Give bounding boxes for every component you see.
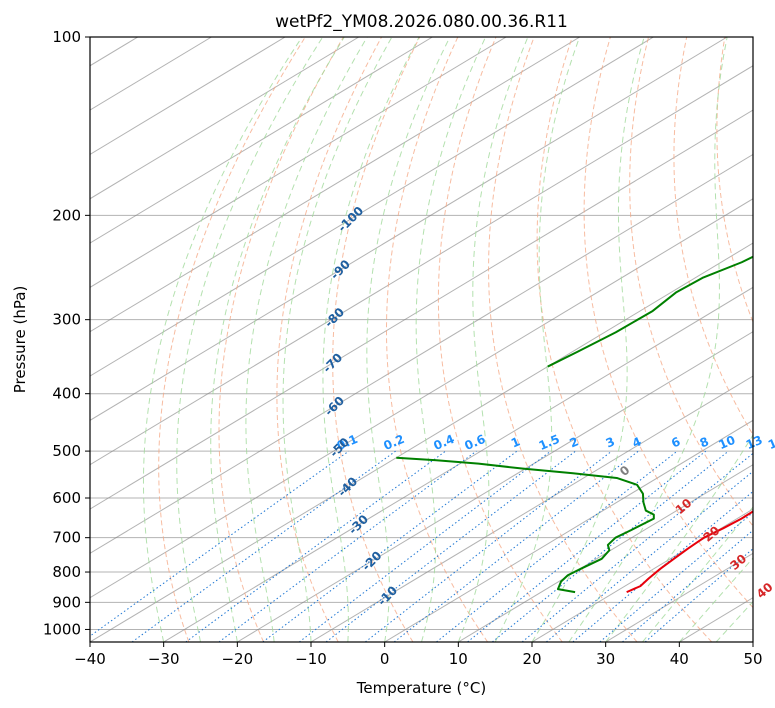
plot-background-lines bbox=[90, 37, 753, 642]
moist-adiabat-line bbox=[605, 434, 753, 642]
mixing-ratio-label: 13 bbox=[744, 433, 765, 452]
moist-adiabat-line bbox=[142, 37, 303, 642]
y-tick-label: 100 bbox=[52, 28, 81, 46]
isotherm-line bbox=[90, 37, 360, 200]
mixing-ratio-line bbox=[218, 450, 477, 642]
moist-adiabat-line bbox=[678, 557, 753, 642]
x-tick-label: −10 bbox=[295, 650, 327, 668]
isotherm-line bbox=[90, 37, 654, 377]
moist-adiabat-line bbox=[457, 37, 529, 642]
dry-adiabat-line bbox=[629, 37, 753, 527]
mixing-ratio-line bbox=[325, 450, 576, 642]
x-tick-label: −20 bbox=[221, 650, 253, 668]
isotherm-line bbox=[458, 464, 753, 642]
x-tick-label: 50 bbox=[743, 650, 762, 668]
moist-adiabat-line bbox=[531, 37, 645, 642]
moist-adiabat-line bbox=[176, 37, 324, 642]
moist-adiabat-line bbox=[415, 37, 487, 642]
mixing-ratio-line bbox=[491, 450, 729, 642]
mixing-ratio-line bbox=[298, 450, 552, 642]
dry-adiabat-line bbox=[332, 37, 421, 642]
y-tick-label: 400 bbox=[52, 385, 81, 403]
dry-adiabat-line bbox=[716, 37, 753, 324]
isotherm-line bbox=[90, 37, 286, 155]
moist-adiabat-line bbox=[494, 37, 581, 642]
x-tick-label: 0 bbox=[380, 650, 390, 668]
isotherm-line bbox=[90, 37, 507, 288]
x-tick-label: 20 bbox=[522, 650, 541, 668]
isotherm-line bbox=[90, 65, 753, 466]
mixing-ratio-line bbox=[644, 548, 753, 642]
x-tick-label: −30 bbox=[148, 650, 180, 668]
isotherm-line bbox=[90, 37, 581, 333]
y-axis-label: Pressure (hPa) bbox=[11, 286, 29, 394]
mixing-ratio-line bbox=[262, 450, 518, 642]
y-tick-label: 600 bbox=[52, 489, 81, 507]
moist-adiabat-line bbox=[245, 37, 368, 642]
mixing-ratio-line bbox=[185, 450, 446, 642]
x-tick-label: 10 bbox=[449, 650, 468, 668]
mixing-ratio-line bbox=[436, 450, 678, 642]
y-tick-label: 700 bbox=[52, 529, 81, 547]
sounding-traces bbox=[396, 255, 753, 594]
y-tick-label: 200 bbox=[52, 206, 81, 224]
x-axis-label: Temperature (°C) bbox=[356, 679, 486, 697]
dry-adiabat-line bbox=[488, 37, 638, 642]
mixing-ratio-line bbox=[599, 511, 753, 642]
moist-adiabat-line bbox=[210, 37, 345, 642]
moist-adiabat-line bbox=[366, 37, 451, 642]
y-tick-label: 1000 bbox=[43, 620, 81, 638]
x-tick-label: 30 bbox=[596, 650, 615, 668]
dry-adiabat-line bbox=[583, 37, 753, 609]
y-tick-label: 800 bbox=[52, 563, 81, 581]
chart-title: wetPf2_YM08.2026.080.00.36.R11 bbox=[275, 12, 568, 32]
mixing-ratio-line bbox=[572, 490, 753, 642]
mixing-ratio-label: 10 bbox=[717, 433, 738, 452]
dewpoint-trace bbox=[396, 456, 655, 594]
isotherm-line bbox=[90, 37, 728, 421]
y-tick-label: 300 bbox=[52, 311, 81, 329]
dry-adiabat-line bbox=[218, 37, 344, 642]
moist-adiabat-line bbox=[568, 37, 728, 642]
dewpoint-upper-trace bbox=[547, 255, 753, 368]
dry-adiabat-line bbox=[385, 37, 489, 642]
dry-adiabat-line bbox=[536, 37, 713, 642]
x-tick-label: −40 bbox=[74, 650, 106, 668]
mixing-ratio-line bbox=[90, 450, 350, 637]
isotherm-line bbox=[90, 198, 753, 599]
y-tick-label: 900 bbox=[52, 593, 81, 611]
isotherm-line bbox=[384, 419, 753, 642]
mixing-ratio-line bbox=[622, 529, 753, 642]
isotherm-line bbox=[163, 286, 753, 642]
dry-adiabat-line bbox=[437, 37, 563, 642]
mixing-ratio-label: 16 bbox=[766, 433, 775, 452]
temperature-trace bbox=[626, 510, 753, 594]
axes: −40 −30 −20 −10 0 10 20 30 40 50 100 200 300 400 500 60… bbox=[43, 28, 763, 668]
y-tick-label: 500 bbox=[52, 442, 81, 460]
isotherm-line bbox=[310, 375, 753, 642]
moist-adiabat-line bbox=[642, 506, 753, 642]
moist-adiabat-line bbox=[322, 37, 420, 642]
plot-frame bbox=[89, 36, 754, 643]
x-tick-label: 40 bbox=[670, 650, 689, 668]
moist-adiabat-line bbox=[282, 37, 393, 642]
isotherm-line bbox=[90, 109, 753, 510]
dry-adiabat-line bbox=[158, 37, 306, 642]
isotherm-line bbox=[90, 153, 753, 554]
isotherm-line bbox=[237, 331, 753, 642]
mixing-ratio-line bbox=[545, 470, 753, 642]
